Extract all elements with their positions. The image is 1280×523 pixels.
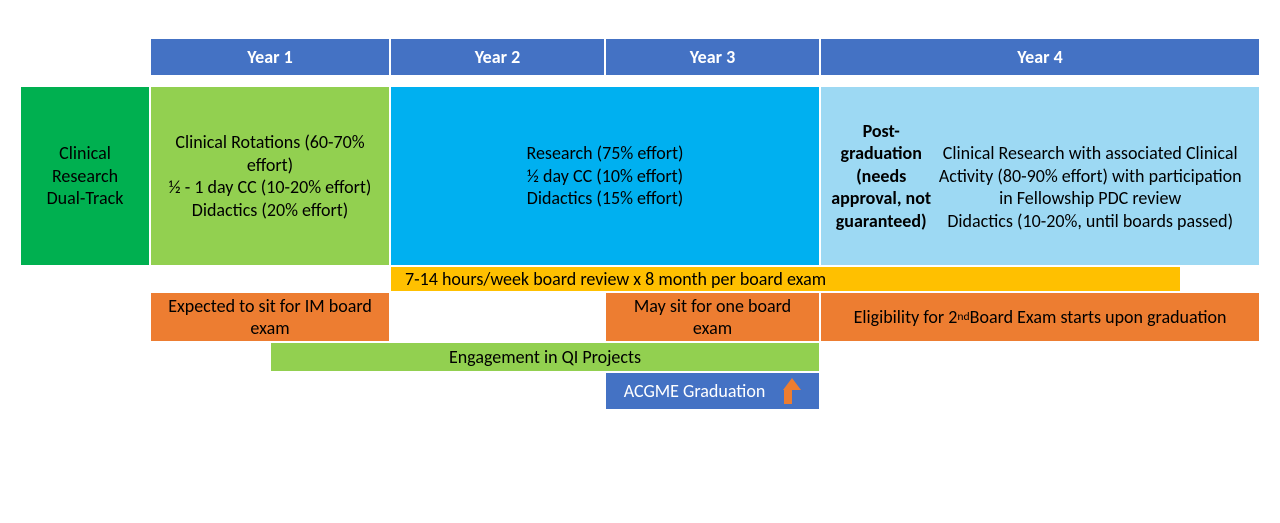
- qi-bar: Engagement in QI Projects: [270, 342, 820, 372]
- exam-year3: May sit for one board exam: [605, 292, 820, 342]
- header-y2: Year 2: [390, 38, 605, 76]
- header-y1: Year 1: [150, 38, 390, 76]
- up-arrow-icon: [775, 378, 801, 404]
- track-label: Clinical Research Dual-Track: [20, 86, 150, 266]
- acgme-graduation: ACGME Graduation: [605, 372, 820, 410]
- year1-content: Clinical Rotations (60-70% effort)½ - 1 …: [150, 86, 390, 266]
- year4-content: Post-graduation(needs approval, not guar…: [820, 86, 1260, 266]
- exam-year1: Expected to sit for IM board exam: [150, 292, 390, 342]
- year23-content: Research (75% effort)½ day CC (10% effor…: [390, 86, 820, 266]
- exam-year4: Eligibility for 2nd Board Exam starts up…: [820, 292, 1260, 342]
- header-y4: Year 4: [820, 38, 1260, 76]
- acgme-graduation-label: ACGME Graduation: [624, 380, 766, 403]
- header-y3: Year 3: [605, 38, 820, 76]
- board-review-bar: 7-14 hours/week board review x 8 month p…: [390, 266, 1181, 292]
